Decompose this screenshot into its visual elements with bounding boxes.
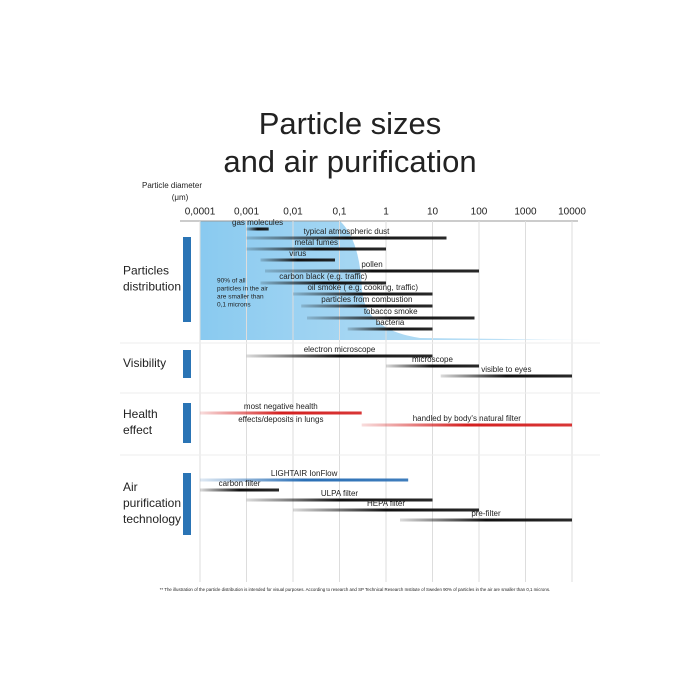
group-label: distribution xyxy=(123,280,181,294)
x-tick-label: 0,01 xyxy=(283,207,303,218)
x-axis-label: Particle diameter xyxy=(142,181,202,190)
range-label: gas molecules xyxy=(232,218,283,227)
group-label: purification xyxy=(123,496,181,510)
range-label: particles from combustion xyxy=(321,295,412,304)
range-label: handled by body's natural filter xyxy=(413,414,522,423)
range-bar xyxy=(200,478,409,482)
range-bar xyxy=(246,236,447,240)
range-bar xyxy=(301,304,433,308)
chart-title: Particle sizes xyxy=(259,106,442,141)
range-label: virus xyxy=(289,249,306,258)
group-label: Air xyxy=(123,480,138,494)
range-label: microscope xyxy=(412,355,453,364)
footnote: ** The illustration of the particle dist… xyxy=(160,587,551,592)
range-label: metal fumes xyxy=(294,238,338,247)
group-label: Visibility xyxy=(123,356,166,370)
range-label: ULPA filter xyxy=(321,489,359,498)
note: particles in the air xyxy=(217,286,269,293)
range-bar xyxy=(347,327,433,331)
range-label: bacteria xyxy=(376,318,405,327)
note: are smaller than xyxy=(217,294,264,301)
particle-cloud xyxy=(200,221,600,340)
range-label: tobacco smoke xyxy=(364,307,418,316)
group-label: technology xyxy=(123,512,181,526)
range-bar xyxy=(361,423,572,427)
x-tick-label: 100 xyxy=(471,207,488,218)
range-label: effects/deposits in lungs xyxy=(238,415,323,424)
range-bar xyxy=(246,498,433,502)
x-tick-label: 0,001 xyxy=(234,207,259,218)
range-label: pre-filter xyxy=(471,509,501,518)
range-bar xyxy=(306,316,475,320)
group-marker xyxy=(183,237,191,322)
range-bar xyxy=(293,292,433,296)
note: 0,1 microns xyxy=(217,302,251,309)
range-label: electron microscope xyxy=(304,345,376,354)
range-label: carbon black (e.g. traffic) xyxy=(279,272,367,281)
group-label: Health xyxy=(123,407,158,421)
range-label: typical atmospheric dust xyxy=(304,227,391,236)
range-bar xyxy=(440,374,572,378)
x-axis-label: (μm) xyxy=(172,193,189,202)
range-bar xyxy=(260,258,335,262)
group-marker xyxy=(183,473,191,535)
group-label: effect xyxy=(123,423,153,437)
range-bar xyxy=(246,354,433,358)
range-label: carbon filter xyxy=(219,479,261,488)
range-label: oil smoke ( e.g. cooking, traffic) xyxy=(307,283,418,292)
x-tick-label: 1 xyxy=(383,207,389,218)
range-bar xyxy=(386,364,479,368)
range-bar xyxy=(246,227,269,231)
range-label: LIGHTAIR IonFlow xyxy=(271,469,338,478)
range-bar xyxy=(260,281,386,285)
range-label: visible to eyes xyxy=(481,365,531,374)
x-tick-label: 10000 xyxy=(558,207,586,218)
range-label: pollen xyxy=(361,260,382,269)
x-tick-label: 0,0001 xyxy=(185,207,216,218)
range-label: HEPA filter xyxy=(367,499,405,508)
chart-title: and air purification xyxy=(223,144,476,179)
x-tick-label: 1000 xyxy=(514,207,537,218)
x-tick-label: 10 xyxy=(427,207,439,218)
group-label: Particles xyxy=(123,264,169,278)
range-bar xyxy=(246,247,386,251)
range-label: most negative health xyxy=(244,402,318,411)
range-bar xyxy=(200,411,362,415)
range-bar xyxy=(200,488,280,492)
range-bar xyxy=(293,508,479,512)
x-tick-label: 0,1 xyxy=(333,207,347,218)
group-marker xyxy=(183,403,191,443)
range-bar xyxy=(265,269,479,273)
range-bar xyxy=(399,518,572,522)
group-marker xyxy=(183,350,191,378)
note: 90% of all xyxy=(217,278,246,285)
